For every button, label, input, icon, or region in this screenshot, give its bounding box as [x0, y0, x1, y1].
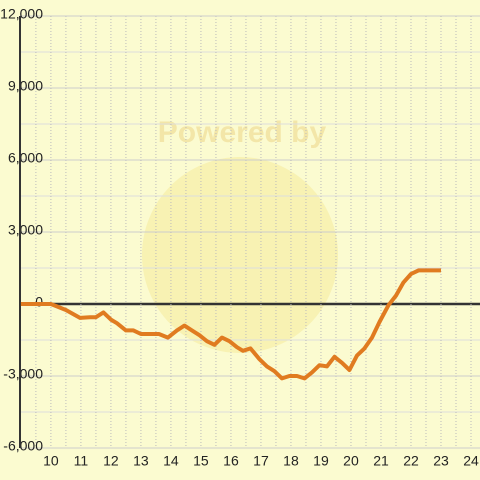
y-tick-label: 6,000 — [8, 150, 43, 166]
y-tick-label: 12,000 — [0, 6, 43, 22]
x-tick-label: 16 — [223, 453, 239, 469]
x-tick-label: 12 — [103, 453, 119, 469]
y-tick-label: -6,000 — [3, 438, 43, 454]
x-tick-label: 18 — [283, 453, 299, 469]
line — [20, 268, 441, 381]
x-tick-label: 21 — [373, 453, 389, 469]
watermark: Powered by — [158, 116, 327, 149]
x-tick-label: 15 — [193, 453, 209, 469]
y-tick-label: 9,000 — [8, 78, 43, 94]
x-tick-label: 11 — [74, 453, 89, 469]
x-tick-label: 20 — [343, 453, 359, 469]
y-tick-label: 0 — [35, 294, 43, 310]
x-tick-label: 22 — [403, 453, 419, 469]
watermark-logo — [142, 157, 338, 353]
x-tick-label: 17 — [253, 453, 269, 469]
y-tick-label: 3,000 — [8, 222, 43, 238]
x-tick-label: 10 — [43, 453, 59, 469]
x-tick-label: 14 — [163, 453, 179, 469]
x-tick-label: 13 — [133, 453, 149, 469]
x-tick-label: 23 — [433, 453, 449, 469]
y-tick-label: -3,000 — [3, 366, 43, 382]
x-tick-label: 19 — [313, 453, 329, 469]
x-tick-label: 24 — [463, 453, 479, 469]
